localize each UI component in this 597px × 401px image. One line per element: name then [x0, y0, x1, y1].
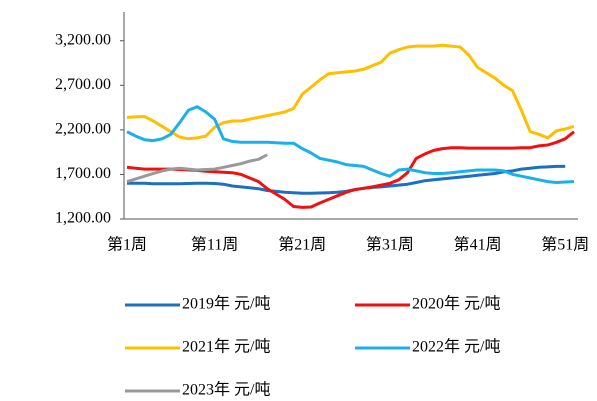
- y-tick-label: 2,200.00: [55, 121, 111, 138]
- legend-label: 2020年 元/吨: [412, 295, 500, 313]
- legend-label: 2022年 元/吨: [412, 338, 500, 356]
- y-tick-label: 3,200.00: [55, 31, 111, 48]
- x-tick-label: 第51周: [541, 236, 589, 254]
- x-tick-label: 第1周: [107, 236, 147, 254]
- x-tick-label: 第41周: [454, 236, 502, 254]
- legend-label: 2019年 元/吨: [182, 295, 270, 313]
- series-line: [126, 153, 268, 184]
- y-tick-label: 2,700.00: [55, 76, 111, 93]
- legend-label: 2021年 元/吨: [182, 338, 270, 356]
- legend-label: 2023年 元/吨: [182, 381, 270, 399]
- x-tick-label: 第11周: [191, 236, 238, 254]
- y-tick-label: 1,700.00: [55, 165, 111, 182]
- x-tick-label: 第21周: [278, 236, 326, 254]
- series-line: [126, 105, 575, 184]
- x-tick-label: 第31周: [366, 236, 414, 254]
- series-line: [126, 43, 575, 141]
- y-tick-label: 1,200.00: [55, 210, 111, 227]
